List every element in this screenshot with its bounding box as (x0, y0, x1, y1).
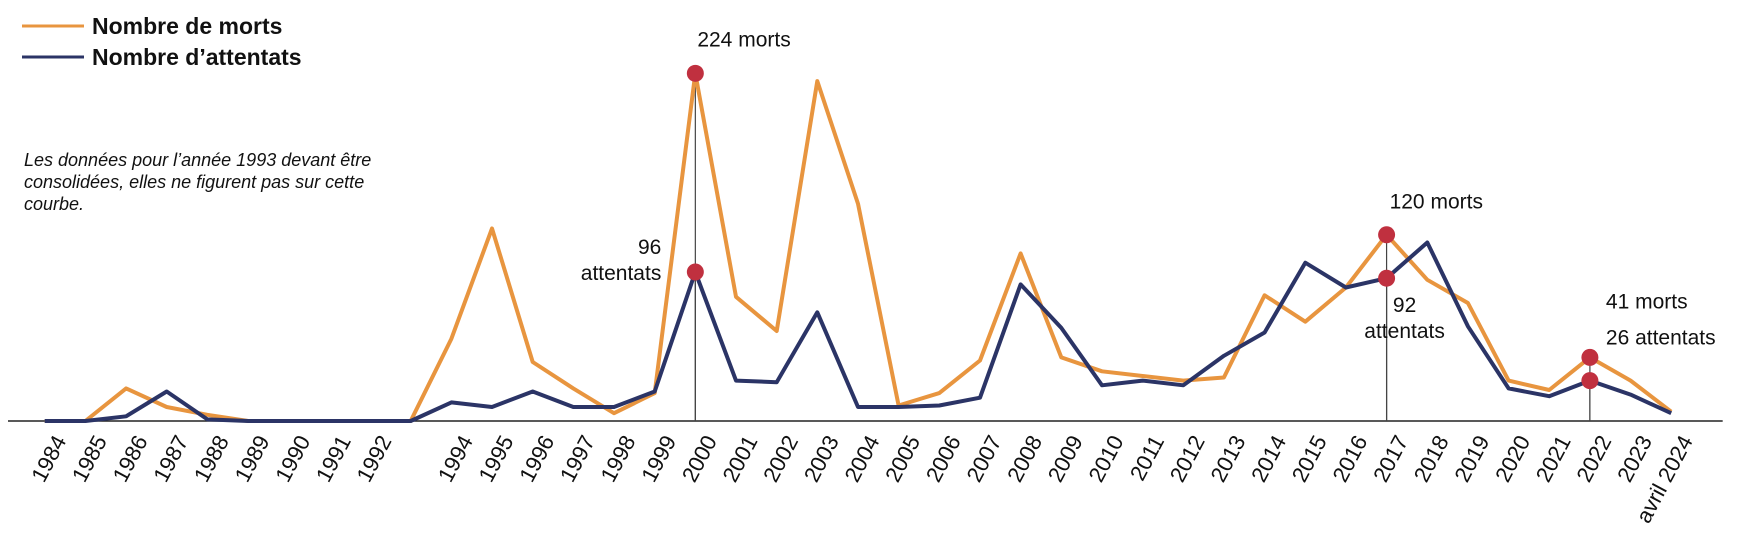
highlight-dot (1378, 269, 1396, 287)
x-tick-label: 2013 (1205, 431, 1250, 486)
x-tick-label: 1987 (148, 431, 193, 486)
series-line (44, 240, 1673, 423)
x-tick-label: 2011 (1125, 431, 1169, 485)
x-tick-label: 2002 (758, 431, 803, 486)
note: courbe. (24, 194, 84, 214)
x-tick-label: 1992 (352, 431, 397, 486)
x-tick-label: 2016 (1327, 431, 1372, 486)
x-tick-label: 2000 (677, 431, 722, 486)
x-tick-label: 1990 (270, 431, 315, 486)
annotation: 92 (1393, 294, 1416, 317)
x-tick-label: 2014 (1246, 431, 1291, 486)
highlight-dot (1378, 226, 1396, 244)
x-tick-label: 1986 (108, 431, 153, 486)
highlight-dot (686, 263, 704, 281)
annotation: 41 morts (1606, 290, 1688, 313)
annotation: 224 morts (697, 28, 790, 51)
x-tick-label: 2001 (717, 431, 762, 486)
legend-label: Nombre de morts (92, 13, 282, 39)
x-tick-label: 1984 (26, 431, 71, 486)
annotation: attentats (581, 262, 662, 285)
x-tick-label: 2020 (1490, 431, 1535, 486)
x-tick-label: 1994 (433, 431, 478, 486)
x-tick-label: 1996 (514, 431, 559, 486)
x-tick-label: 1985 (67, 431, 112, 486)
x-tick-label: 1995 (474, 431, 519, 486)
x-tick-label: 2005 (880, 431, 925, 486)
x-tick-label: 2022 (1571, 431, 1616, 486)
annotation: 96 (638, 236, 661, 259)
x-tick-label: 2004 (839, 431, 884, 486)
x-tick-label: 1991 (311, 431, 356, 486)
x-tick-label: 2008 (1002, 431, 1047, 486)
x-tick-label: 1997 (555, 431, 600, 486)
x-tick-label: 2009 (1043, 431, 1088, 486)
x-tick-label: 2018 (1409, 431, 1454, 486)
x-tick-label: 1999 (636, 431, 681, 486)
annotation: 26 attentats (1606, 327, 1716, 350)
note: consolidées, elles ne figurent pas sur c… (24, 172, 364, 192)
highlight-dot (1581, 372, 1599, 390)
x-tick-label: 2012 (1165, 431, 1210, 486)
x-tick-label: 2017 (1368, 431, 1413, 486)
x-tick-label: 1998 (595, 431, 640, 486)
x-tick-label: 1989 (230, 431, 275, 486)
x-tick-label: 2019 (1449, 431, 1494, 486)
highlight-dot (686, 64, 704, 82)
x-tick-label: 2006 (921, 431, 966, 486)
annotation: attentats (1364, 320, 1445, 343)
x-tick-label: 1988 (189, 431, 234, 486)
x-tick-label: 2003 (799, 431, 844, 486)
x-tick-label: 2010 (1083, 431, 1128, 486)
series-line (44, 71, 1673, 423)
note: Les données pour l’année 1993 devant êtr… (24, 150, 371, 170)
x-tick-label: 2015 (1287, 431, 1332, 486)
annotation: 120 morts (1390, 191, 1483, 214)
x-tick-label: 2007 (961, 431, 1006, 486)
x-tick-label: 2021 (1531, 431, 1576, 486)
legend-label: Nombre d’attentats (92, 44, 302, 70)
highlight-dot (1581, 348, 1599, 366)
